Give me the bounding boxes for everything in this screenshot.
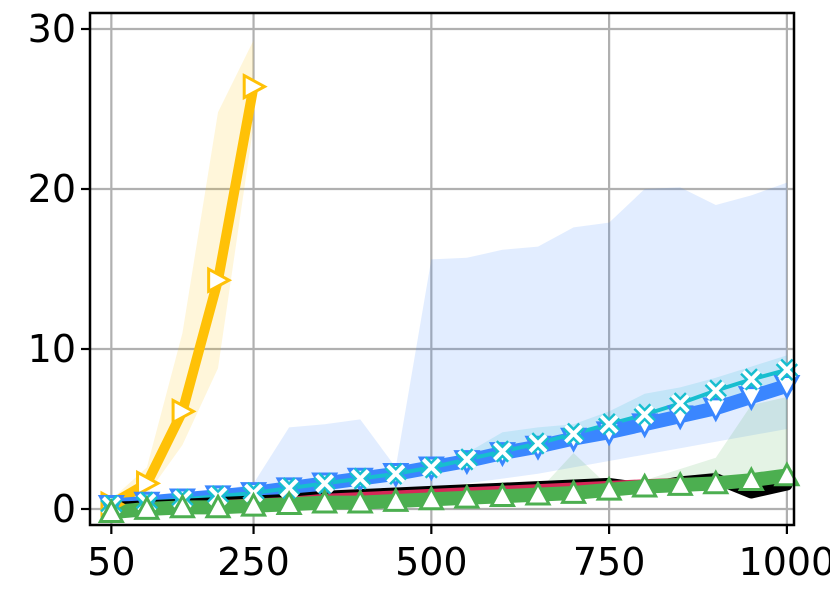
series-5-marker (631, 472, 659, 498)
series-2-marker-inner (635, 405, 655, 425)
x-tick-label: 50 (87, 540, 135, 584)
series-5-marker (702, 469, 730, 495)
series-markers (97, 73, 801, 524)
series-2-marker-inner (599, 414, 619, 434)
series-5-marker (168, 493, 196, 519)
series-5-marker (275, 490, 303, 516)
series-5-marker (346, 488, 374, 514)
series-1-marker (773, 374, 801, 400)
y-tick-label: 0 (52, 487, 76, 531)
series-5-marker (204, 493, 232, 519)
series-2-marker-inner (457, 449, 477, 469)
series-0-marker (242, 73, 268, 101)
y-tick-label: 30 (28, 7, 76, 51)
series-1-marker (702, 397, 730, 423)
series-2-marker-inner (528, 433, 548, 453)
series-0-marker (207, 266, 233, 294)
axis-ticks: 50 250 500 750 1000 0 10 20 30 (28, 7, 830, 584)
series-2-marker-inner (350, 469, 370, 489)
y-tick-label: 10 (28, 327, 76, 371)
series-5-marker (382, 486, 410, 512)
x-tick-label: 750 (573, 540, 646, 584)
series-2-marker-inner (706, 381, 726, 401)
y-tick-label: 20 (28, 167, 76, 211)
series-5-marker (97, 498, 125, 524)
series-5-marker (311, 488, 339, 514)
x-tick-label: 1000 (739, 540, 830, 584)
series-5-marker (488, 482, 516, 508)
series-5-marker (240, 491, 268, 517)
series-2-marker-inner (564, 424, 583, 444)
series-0-band (111, 40, 254, 508)
series-5-marker (133, 494, 161, 520)
series-5-marker (666, 470, 694, 496)
series-2-marker-inner (741, 369, 761, 389)
series-2-marker-inner (386, 464, 406, 484)
series-2-marker-inner (670, 393, 690, 413)
series-5-marker (524, 480, 552, 506)
series-0-marker (171, 397, 197, 425)
series-5-marker (560, 478, 588, 504)
x-tick-label: 250 (217, 540, 290, 584)
series-2-marker-inner (777, 360, 797, 380)
series-1-marker (737, 386, 765, 412)
series-2-marker-inner (315, 473, 335, 493)
series-5-marker (773, 461, 801, 487)
series-2-marker-inner (493, 441, 512, 461)
series-5-marker (595, 475, 623, 501)
plot-frame (88, 11, 796, 527)
series-2-marker-inner (279, 478, 299, 498)
series-5-marker (737, 466, 765, 492)
series-0-marker (136, 469, 162, 497)
x-tick-label: 500 (395, 540, 468, 584)
series-5-marker (453, 483, 481, 509)
series-5-marker (417, 485, 445, 511)
series-2-marker-inner (421, 457, 441, 477)
